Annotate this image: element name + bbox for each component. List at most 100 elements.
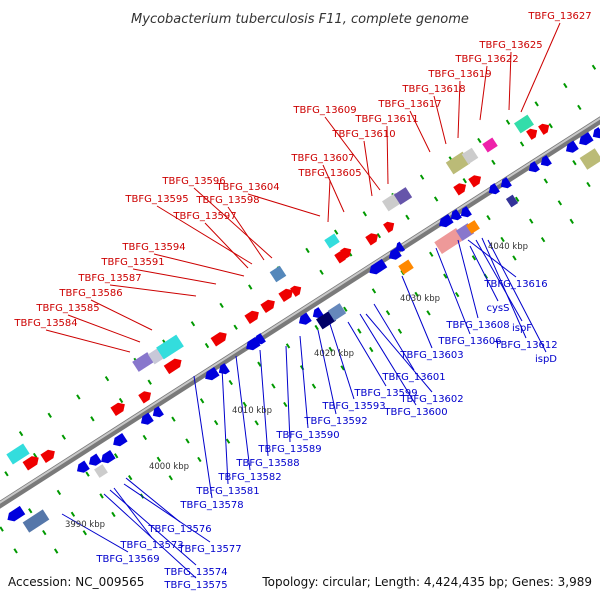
misc-feature [132,352,154,372]
leader-line [347,321,387,387]
reverse-gene [298,312,312,325]
tick-dot [18,430,24,437]
tick-dot [311,383,317,389]
tick-dot [254,420,259,426]
forward-gene [22,456,39,471]
tick-dot [299,365,305,371]
misc-feature [466,220,480,234]
leader-line [103,493,197,579]
reverse-gene-label: TBFG_13599 [353,388,417,399]
forward-gene [453,183,467,196]
tick-dot [168,475,173,481]
leader-line [90,299,153,331]
tick-dot [70,511,76,517]
reverse-gene-label: TBFG_13606 [437,336,501,347]
tick-dot [4,471,9,477]
tick-dot [371,288,377,294]
tick-dot [118,397,124,404]
forward-gene [340,247,352,259]
forward-gene [468,175,482,188]
leader-line [235,355,251,471]
leader-line [156,205,253,265]
reverse-gene [113,432,128,447]
tick-dot [248,284,253,290]
leader-line [45,329,131,353]
forward-gene-label: TBFG_13611 [354,114,418,125]
tick-dot [197,456,202,463]
leader-line [487,239,547,353]
forward-gene-label: TBFG_13610 [331,129,395,140]
leader-line [67,314,141,343]
reverse-gene-label: TBFG_13569 [95,554,159,565]
reverse-gene-label: ispD [535,354,557,365]
tick-dot [319,269,324,275]
tick-dot [190,321,196,327]
label-leaders [45,22,561,579]
reverse-gene-label: TBFG_13578 [179,500,243,511]
reverse-gene [218,363,230,375]
forward-gene [163,358,182,375]
forward-gene-label: TBFG_13595 [124,194,188,205]
reverse-gene-label: TBFG_13581 [195,486,259,497]
reverse-gene [565,140,579,153]
gene-track [6,114,600,533]
forward-gene-label: TBFG_13604 [215,182,279,193]
reverse-gene [312,307,324,319]
reverse-gene [101,449,116,464]
scale-tick-label: 4030 kbp [400,294,440,304]
reverse-gene [450,209,462,221]
misc-feature [393,187,413,205]
reverse-gene [88,453,102,466]
forward-gene [365,233,379,246]
tick-dot [414,291,419,298]
tick-dot [397,328,403,334]
tick-dot [362,211,368,217]
leader-line [365,313,433,393]
tick-dot [477,137,482,144]
leader-line [193,187,273,259]
rna-feature [324,233,340,249]
reverse-gene-label: TBFG_13593 [321,401,385,412]
leader-line [259,349,269,457]
misc-feature [327,303,347,321]
tick-dot [563,82,568,89]
reverse-gene [388,247,402,260]
tick-dot [42,529,47,536]
tick-labels: 3990 kbp 4000 kbp 4010 kbp 4020 kbp 4030 kbp… [65,242,528,530]
tick-dot [82,530,88,536]
leader-line [475,239,523,322]
tick-dot [548,123,553,129]
tick-dot [53,548,59,554]
tick-dot [557,200,563,206]
leader-line [193,375,213,499]
tick-dot [32,452,38,459]
forward-gene-label: TBFG_13586 [58,288,122,299]
tick-dot [113,453,119,459]
rna-feature [6,443,30,465]
tick-dot [486,214,491,221]
leader-line [386,125,389,185]
tick-dot [271,383,276,389]
forward-gene-label: TBFG_13622 [454,54,518,65]
tick-dot [572,160,577,166]
leader-line [457,80,461,139]
leader-line [317,329,337,415]
leader-line [109,284,197,297]
reverse-gene [76,460,90,473]
leader-line [324,116,381,191]
reverse-gene-label: TBFG_13589 [257,444,321,455]
leader-line [285,345,291,443]
misc-feature [269,265,287,283]
scale-tick-label: 4040 kbp [488,242,528,252]
map-title: Mycobacterium tuberculosis F11, complete… [131,12,469,27]
tick-dot [225,438,231,444]
tick-dot [426,310,431,316]
tick-dot [385,310,391,316]
forward-gene-label: TBFG_13605 [297,168,361,179]
tick-dot [104,376,110,382]
forward-gene-label: TBFG_13618 [401,84,465,95]
tick-dot [462,178,467,184]
misc-feature [505,194,519,208]
reverse-gene [395,241,406,252]
